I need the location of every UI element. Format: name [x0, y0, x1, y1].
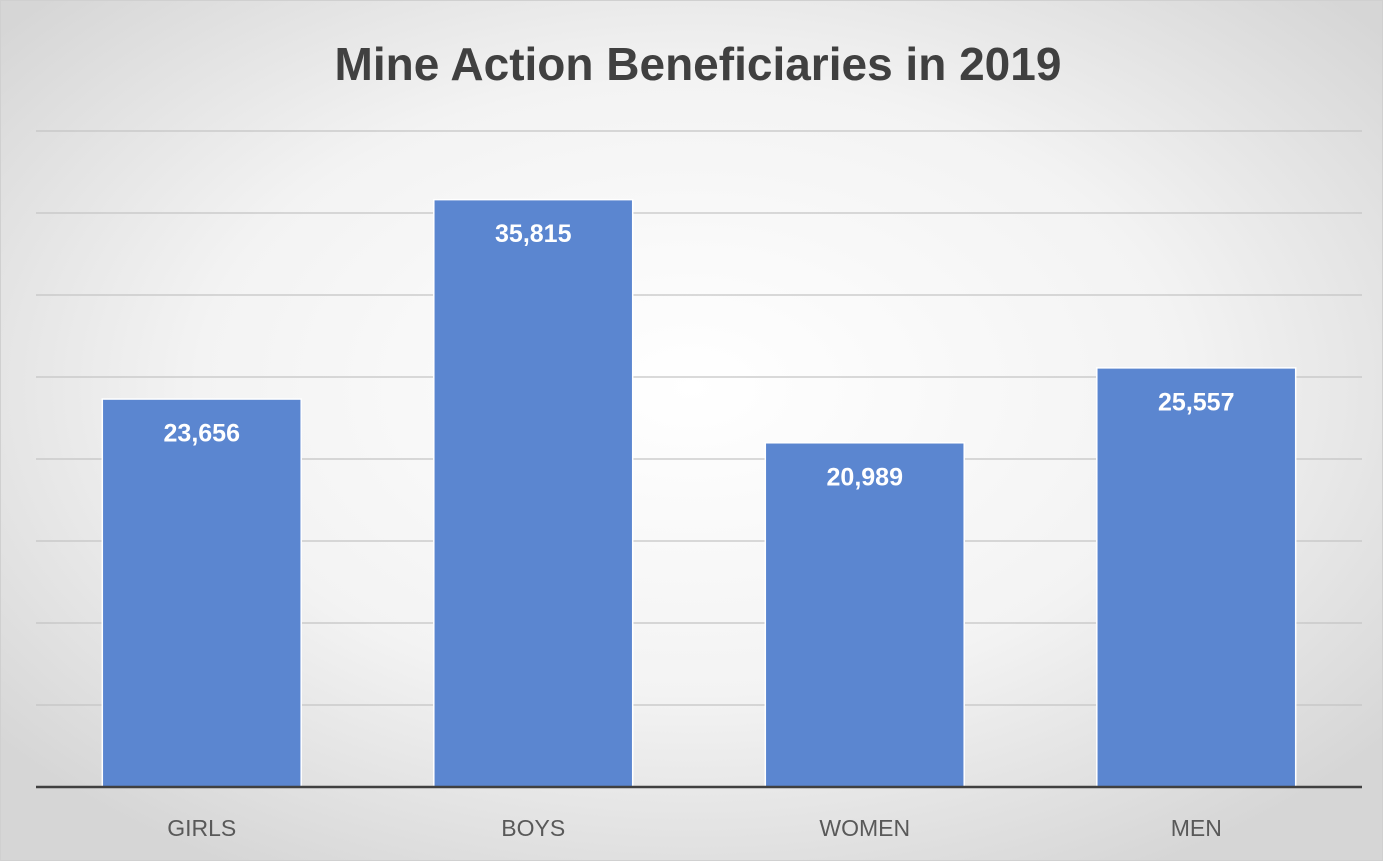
bar — [101, 398, 302, 788]
data-label: 20,989 — [827, 463, 903, 491]
bar — [764, 442, 965, 788]
x-tick-label: BOYS — [501, 815, 565, 841]
data-label: 23,656 — [164, 420, 240, 448]
chart-title: Mine Action Beneficiaries in 2019 — [335, 38, 1062, 90]
bar — [433, 198, 634, 788]
data-label: 35,815 — [495, 220, 572, 248]
x-tick-label: MEN — [1171, 815, 1222, 841]
x-tick-label: GIRLS — [167, 815, 236, 841]
x-tick-label: WOMEN — [819, 815, 910, 841]
data-label: 25,557 — [1158, 388, 1234, 416]
bar — [1096, 367, 1297, 788]
